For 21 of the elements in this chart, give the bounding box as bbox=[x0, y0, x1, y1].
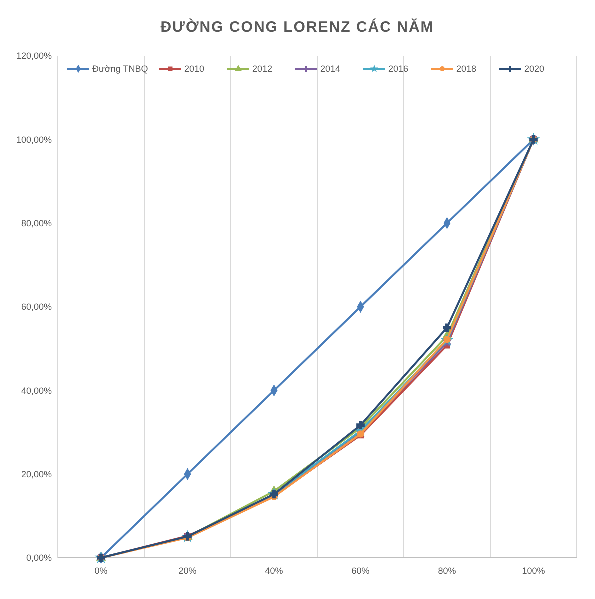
legend-label: 2012 bbox=[252, 64, 273, 74]
legend-label: 2014 bbox=[320, 64, 341, 74]
y-tick-label: 80,00% bbox=[21, 218, 52, 228]
legend-label: 2020 bbox=[524, 64, 545, 74]
x-tick-label: 0% bbox=[94, 566, 108, 576]
x-tick-label: 40% bbox=[265, 566, 284, 576]
y-tick-label: 0,00% bbox=[26, 553, 52, 564]
legend-label: 2018 bbox=[456, 64, 477, 74]
chart-title: ĐƯỜNG CONG LORENZ CÁC NĂM bbox=[160, 18, 434, 36]
y-tick-label: 20,00% bbox=[21, 469, 52, 480]
legend-label: Đường TNBQ bbox=[92, 64, 148, 74]
y-tick-label: 100,00% bbox=[16, 134, 52, 145]
legend-label: 2010 bbox=[184, 64, 205, 74]
legend-label: 2016 bbox=[388, 64, 409, 74]
y-tick-label: 40,00% bbox=[21, 386, 52, 396]
x-tick-label: 100% bbox=[522, 566, 546, 576]
y-tick-label: 60,00% bbox=[21, 302, 52, 312]
x-tick-label: 20% bbox=[178, 566, 197, 576]
y-tick-label: 120,00% bbox=[16, 51, 52, 62]
x-tick-label: 80% bbox=[438, 566, 456, 576]
x-tick-label: 60% bbox=[352, 566, 370, 576]
